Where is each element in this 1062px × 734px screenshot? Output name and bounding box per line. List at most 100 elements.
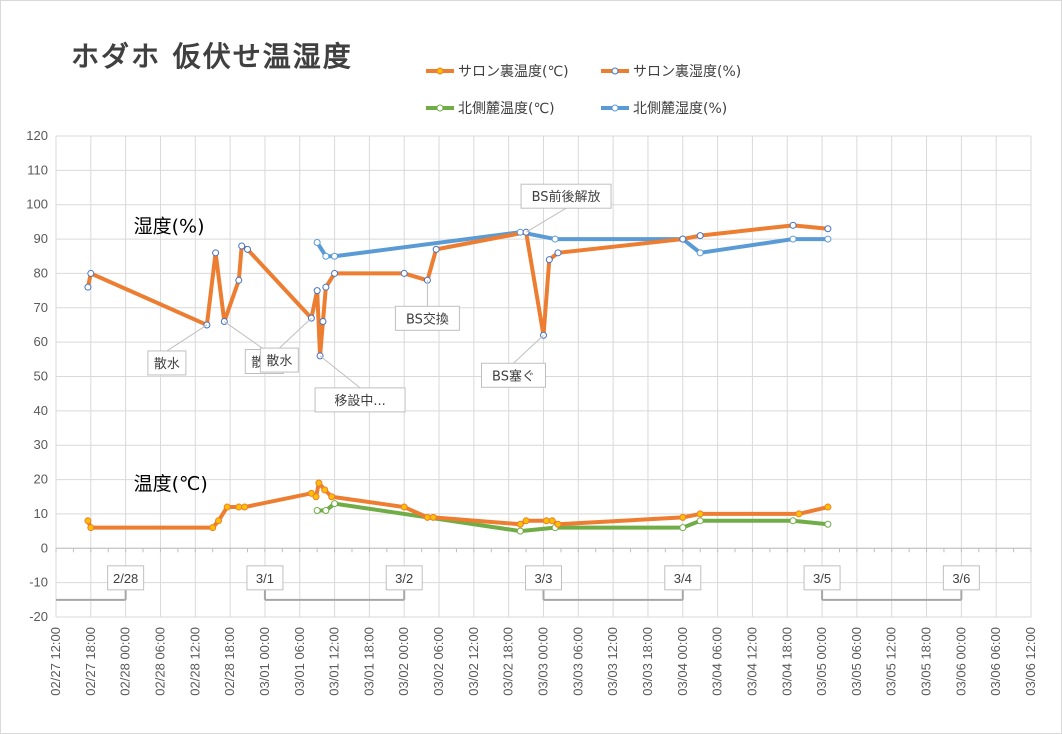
data-point xyxy=(331,269,339,277)
x-tick-label: 03/06 00:00 xyxy=(953,627,968,696)
day-label-box xyxy=(942,565,980,591)
x-tick-label: 02/28 06:00 xyxy=(152,627,167,696)
annotation-leader xyxy=(224,321,265,350)
y-tick-label: -20 xyxy=(29,609,48,624)
data-point xyxy=(312,493,320,501)
x-tick-label: 03/01 12:00 xyxy=(327,627,342,696)
x-tick-label: 03/05 00:00 xyxy=(814,627,829,696)
day-label-box xyxy=(803,565,841,591)
x-tick-label: 03/04 12:00 xyxy=(744,627,759,696)
data-point xyxy=(824,503,832,511)
y-tick-label: 110 xyxy=(27,162,48,177)
x-tick-label: 03/04 18:00 xyxy=(779,627,794,696)
x-tick-label: 03/01 18:00 xyxy=(361,627,376,696)
data-point xyxy=(824,235,832,243)
annotation-box xyxy=(520,183,612,209)
data-point xyxy=(824,225,832,233)
day-label: 3/2 xyxy=(395,571,413,586)
x-tick-label: 03/01 00:00 xyxy=(257,627,272,696)
x-tick-label: 03/06 12:00 xyxy=(1023,627,1038,696)
annotation-text: 移設中... xyxy=(334,393,385,409)
data-point xyxy=(322,283,330,291)
data-point xyxy=(516,228,524,236)
y-tick-label: 120 xyxy=(26,128,48,143)
annotation-leader xyxy=(513,334,544,364)
x-tick-label: 03/05 12:00 xyxy=(884,627,899,696)
y-tick-label: 90 xyxy=(34,231,48,246)
day-label-box xyxy=(107,565,145,591)
y-tick-label: 20 xyxy=(34,472,48,487)
annotation-text: 散水 xyxy=(154,357,180,372)
data-point xyxy=(679,235,687,243)
day-label: 3/1 xyxy=(256,571,274,586)
data-point xyxy=(554,249,562,257)
x-tick-label: 03/03 00:00 xyxy=(536,627,551,696)
data-point xyxy=(84,283,92,291)
annotation-leader xyxy=(319,355,361,389)
legend-label: サロン裏湿度(%) xyxy=(633,63,741,80)
data-point xyxy=(235,276,243,284)
legend-marker xyxy=(611,67,619,75)
data-point xyxy=(696,249,704,257)
y-tick-label: 10 xyxy=(34,506,48,521)
data-point xyxy=(212,249,220,257)
legend-label: 北側麓湿度(%) xyxy=(633,101,727,117)
annotation-box xyxy=(259,347,299,373)
day-label-box xyxy=(246,565,284,591)
legend-label: 北側麓温度(℃) xyxy=(458,101,555,117)
annotation-leader xyxy=(166,324,208,352)
x-tick-label: 02/27 18:00 xyxy=(83,627,98,696)
day-label-box xyxy=(385,565,423,591)
data-point xyxy=(795,510,803,518)
annotation-leader xyxy=(279,317,312,349)
data-point xyxy=(328,493,336,501)
data-point xyxy=(235,503,243,511)
series-line xyxy=(85,223,830,358)
data-point xyxy=(238,242,246,250)
x-tick-label: 03/06 06:00 xyxy=(988,627,1003,696)
data-point xyxy=(551,235,559,243)
data-point xyxy=(331,500,339,508)
data-point xyxy=(696,232,704,240)
x-tick-label: 03/02 12:00 xyxy=(466,627,481,696)
y-tick-label: -10 xyxy=(29,575,48,590)
annotation-text: 散水 xyxy=(266,354,292,369)
y-tick-label: 40 xyxy=(34,403,48,418)
data-point xyxy=(87,269,95,277)
data-point xyxy=(516,520,524,528)
annotation-box xyxy=(147,350,187,376)
x-tick-label: 02/27 12:00 xyxy=(48,627,63,696)
data-point xyxy=(215,517,222,525)
y-tick-label: 80 xyxy=(34,265,48,280)
series-line xyxy=(315,501,830,534)
day-label: 3/5 xyxy=(813,571,831,586)
annotation-text: BS交換 xyxy=(406,311,449,327)
data-point xyxy=(331,252,339,260)
y-tick-label: 30 xyxy=(34,437,48,452)
section-label: 湿度(%) xyxy=(134,215,205,237)
day-label: 2/28 xyxy=(113,571,138,586)
data-point xyxy=(313,287,321,295)
x-tick-label: 03/02 00:00 xyxy=(396,627,411,696)
data-point xyxy=(209,524,217,532)
data-point xyxy=(315,479,323,487)
y-tick-label: 60 xyxy=(34,334,48,349)
x-tick-label: 02/28 18:00 xyxy=(222,627,237,696)
data-point xyxy=(679,513,687,521)
x-tick-label: 03/04 00:00 xyxy=(675,627,690,696)
annotation-text: BS塞ぐ xyxy=(492,368,535,384)
data-point xyxy=(423,513,431,521)
y-tick-label: 70 xyxy=(34,300,48,315)
day-label: 3/6 xyxy=(952,571,970,586)
annotation-box xyxy=(314,387,406,413)
data-point xyxy=(87,524,95,532)
data-point xyxy=(313,239,321,247)
data-point xyxy=(429,513,437,521)
legend-marker xyxy=(611,104,619,112)
x-tick-label: 03/05 18:00 xyxy=(919,627,934,696)
day-label: 3/4 xyxy=(674,571,692,586)
data-point xyxy=(696,510,704,518)
x-tick-label: 03/02 18:00 xyxy=(501,627,516,696)
annotation-leader xyxy=(525,207,567,233)
